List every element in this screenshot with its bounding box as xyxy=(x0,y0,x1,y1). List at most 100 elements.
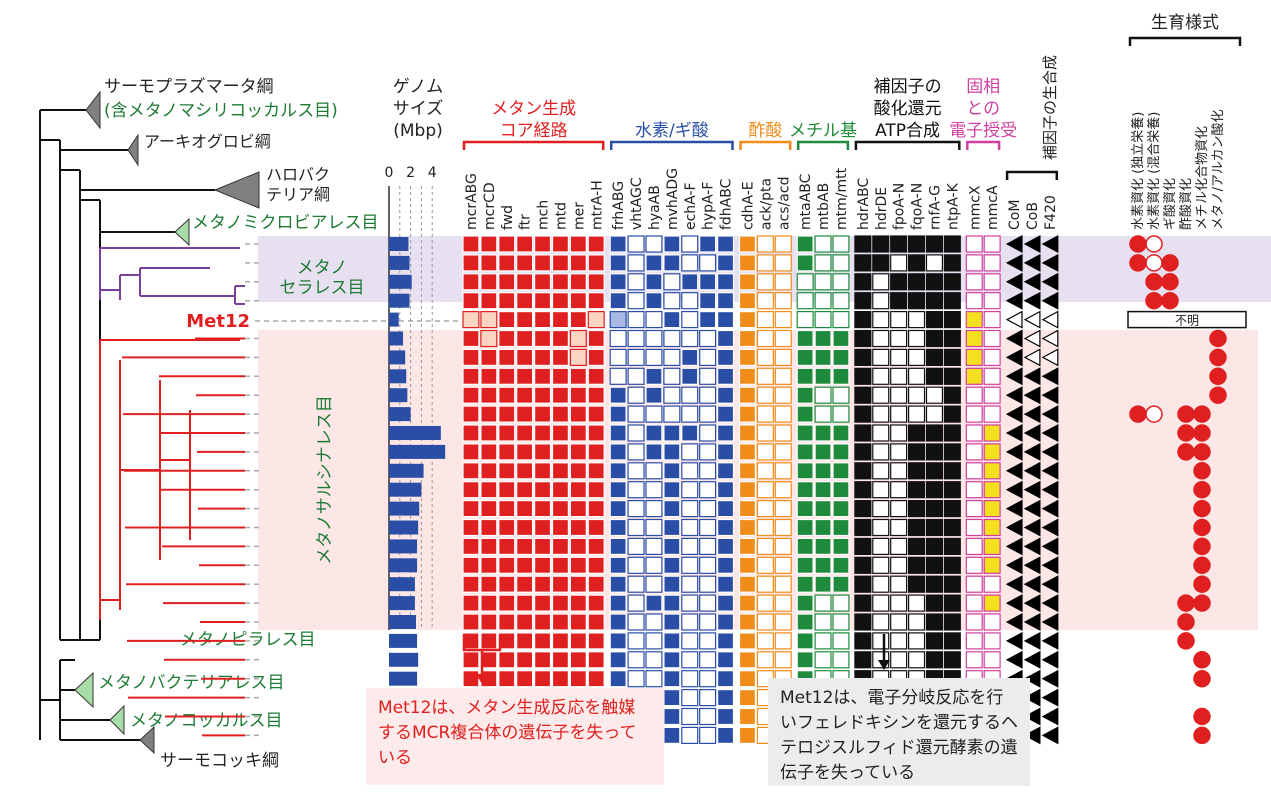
gene-cell xyxy=(627,443,645,461)
gene-cell xyxy=(663,651,681,669)
gene-label: mmcX xyxy=(967,185,983,230)
gene-cell xyxy=(738,367,756,385)
gene-cell xyxy=(854,424,872,442)
gene-cell xyxy=(965,367,983,385)
gene-cell xyxy=(699,594,717,612)
gene-cell xyxy=(551,594,569,612)
clade-label-archaeoglobi: アーキオグロビ綱 xyxy=(144,132,271,151)
gene-cell xyxy=(738,292,756,310)
gene-cell xyxy=(699,348,717,366)
gene-cell xyxy=(699,707,717,726)
gene-cell xyxy=(533,500,552,518)
gene-cell xyxy=(890,329,908,348)
gene-cell xyxy=(609,594,627,612)
gene-cell xyxy=(774,518,792,537)
gene-cell xyxy=(832,405,850,423)
gene-cell xyxy=(699,462,717,480)
gene-cell xyxy=(832,481,850,499)
gene-cell xyxy=(814,537,832,556)
gene-cell xyxy=(796,367,814,385)
gene-cell xyxy=(854,518,872,537)
gene-cell xyxy=(925,235,943,253)
cofactor-triangle xyxy=(1041,575,1059,594)
gene-cell xyxy=(907,424,926,442)
gene-cell xyxy=(738,443,756,461)
cofactor-triangle xyxy=(1023,272,1041,291)
gene-cell xyxy=(569,462,587,480)
gene-cell xyxy=(943,405,961,423)
gene-cell xyxy=(774,424,792,442)
gene-cell xyxy=(663,235,681,253)
unknown-lifestyle-box xyxy=(1127,310,1247,329)
gene-cell xyxy=(814,292,832,310)
gene-cell xyxy=(925,632,943,650)
gene-cell xyxy=(663,670,681,688)
gene-cell xyxy=(796,443,814,461)
gene-cell xyxy=(681,707,699,726)
gene-cell xyxy=(480,254,498,272)
genome-size-bar xyxy=(389,274,412,289)
gene-cell xyxy=(983,556,1001,574)
gene-cell xyxy=(480,405,498,423)
gene-cell xyxy=(907,386,926,404)
gene-cell xyxy=(498,500,516,518)
cofactor-triangle xyxy=(1023,650,1041,669)
gene-cell xyxy=(907,651,926,669)
gene-cell xyxy=(645,594,663,612)
methanomicrobiales-triangle xyxy=(174,217,190,247)
gene-cell xyxy=(943,500,961,518)
gene-cell xyxy=(890,254,908,272)
cofactor-triangle xyxy=(1023,726,1041,745)
gene-cell xyxy=(627,575,645,593)
gene-cell xyxy=(716,670,735,688)
gene-cell xyxy=(627,462,645,480)
gene-cell xyxy=(983,575,1001,593)
cofactor-triangle xyxy=(1041,405,1059,424)
category-title-cofactor-biosynthesis: 補因子の生合成 xyxy=(1041,55,1059,160)
gene-cell xyxy=(569,443,587,461)
gene-cell xyxy=(738,670,756,688)
gene-cell xyxy=(796,292,814,310)
gene-cell xyxy=(663,518,681,537)
clade-label-methanomicrobiales: メタノミクロビアレス目 xyxy=(192,213,379,233)
gene-cell xyxy=(854,273,872,291)
gene-cell xyxy=(462,462,480,480)
cofactor-triangle xyxy=(1041,612,1059,632)
gene-cell xyxy=(890,518,908,537)
gene-cell xyxy=(645,367,663,385)
gene-cell xyxy=(551,273,569,291)
category-title-solid-phase: との xyxy=(966,99,1000,119)
gene-cell xyxy=(681,518,699,537)
genome-size-bar xyxy=(389,331,404,346)
gene-cell xyxy=(663,386,681,404)
gene-cell xyxy=(551,443,569,461)
gene-cell xyxy=(533,254,552,272)
gene-cell xyxy=(774,594,792,612)
gene-cell xyxy=(925,424,943,442)
gene-cell xyxy=(814,348,832,366)
gene-label: hdrDE xyxy=(874,187,890,230)
gene-cell xyxy=(462,537,480,556)
gene-cell xyxy=(832,632,850,650)
lifestyle-dot xyxy=(1161,291,1179,310)
gene-cell xyxy=(890,500,908,518)
category-title-methanogenesis: コア経路 xyxy=(500,121,568,141)
gene-cell xyxy=(627,518,645,537)
gene-cell xyxy=(627,311,645,329)
gene-label: CoM xyxy=(1007,200,1023,230)
gene-cell xyxy=(587,594,605,612)
cofactor-triangle xyxy=(1041,594,1059,613)
gene-cell xyxy=(462,348,480,366)
lifestyle-dot xyxy=(1193,726,1211,745)
gene-cell xyxy=(943,462,961,480)
gene-cell xyxy=(814,443,832,461)
gene-cell xyxy=(854,613,872,631)
gene-cell xyxy=(832,254,850,272)
gene-cell xyxy=(681,329,699,348)
gene-cell xyxy=(890,613,908,631)
gene-cell xyxy=(663,575,681,593)
gene-cell xyxy=(462,594,480,612)
lifestyle-dot xyxy=(1145,235,1163,253)
gene-cell xyxy=(462,481,480,499)
gene-cell xyxy=(627,613,645,631)
